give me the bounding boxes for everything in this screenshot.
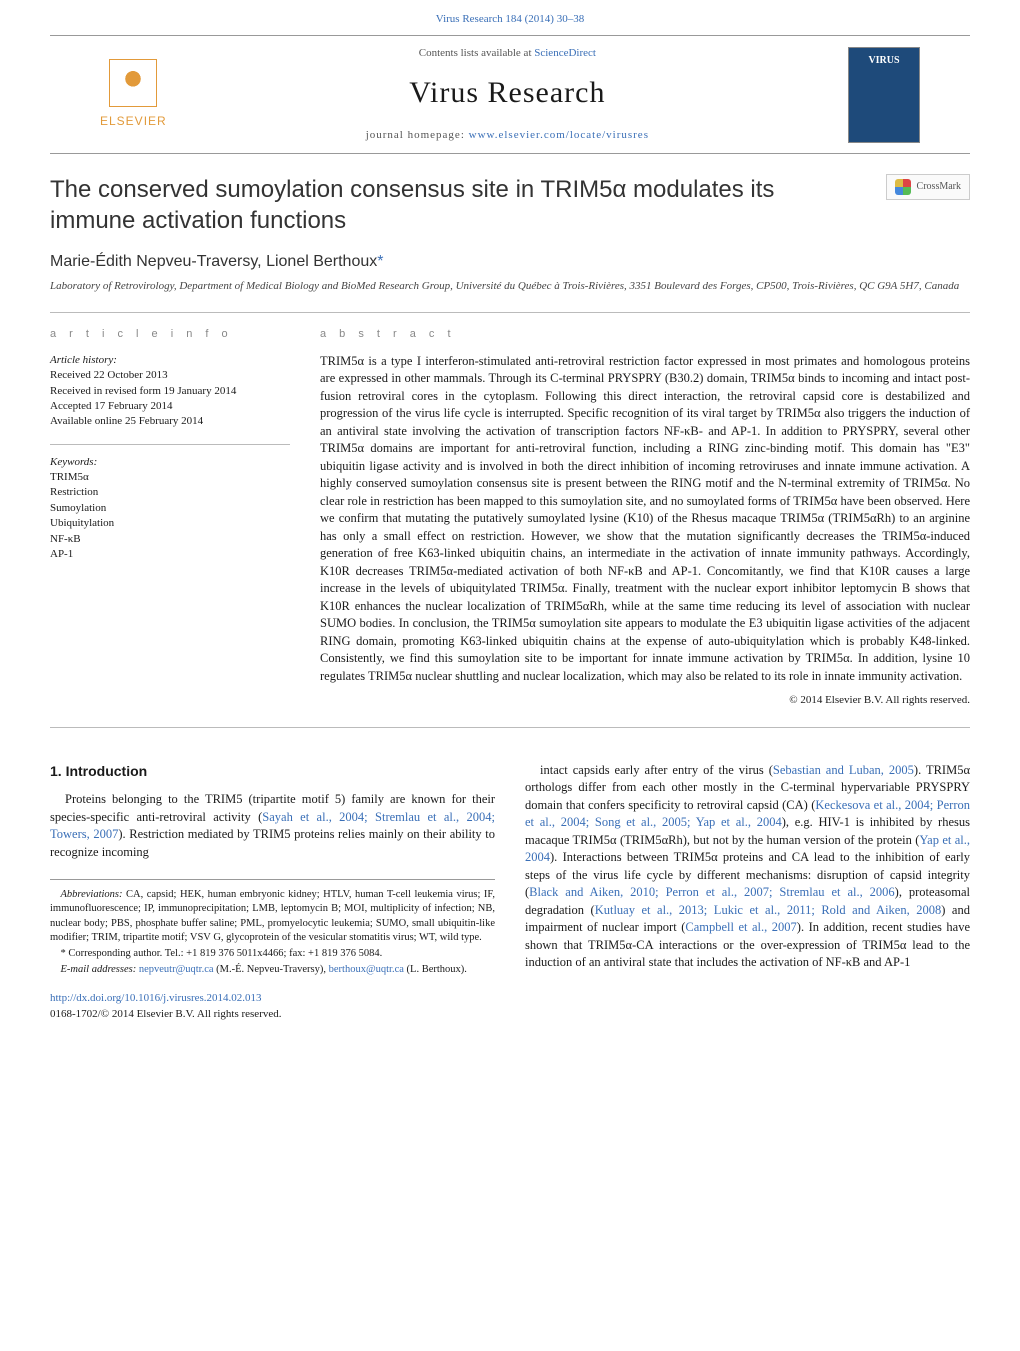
article-info-heading: a r t i c l e i n f o [50, 327, 290, 342]
journal-cover-icon: VIRUS [848, 47, 920, 143]
intro-para-left: Proteins belonging to the TRIM5 (tripart… [50, 791, 495, 861]
elsevier-tree-icon [109, 59, 157, 107]
publisher-block: ELSEVIER [100, 59, 167, 130]
history-accepted: Accepted 17 February 2014 [50, 399, 290, 414]
divider [50, 312, 970, 313]
corresponding-marker[interactable]: * [377, 253, 383, 270]
footnotes: Abbreviations: CA, capsid; HEK, human em… [50, 879, 495, 977]
divider [50, 727, 970, 728]
email-link[interactable]: berthoux@uqtr.ca [329, 964, 404, 975]
abstract-column: a b s t r a c t TRIM5α is a type I inter… [320, 327, 970, 708]
keyword: AP-1 [50, 547, 290, 562]
history-online: Available online 25 February 2014 [50, 414, 290, 429]
citation-link[interactable]: Virus Research 184 (2014) 30–38 [436, 13, 584, 25]
masthead: ELSEVIER Contents lists available at Sci… [50, 35, 970, 154]
issn-line: 0168-1702/© 2014 Elsevier B.V. All right… [50, 1008, 282, 1020]
intro-heading: 1. Introduction [50, 762, 495, 782]
homepage-prefix: journal homepage: [366, 129, 469, 141]
contents-line: Contents lists available at ScienceDirec… [167, 46, 848, 61]
introduction-columns: 1. Introduction Proteins belonging to th… [0, 742, 1020, 980]
history-label: Article history: [50, 353, 290, 368]
citation-link[interactable]: Sebastian and Luban, 2005 [773, 763, 914, 777]
email-who: (M.-É. Nepveu-Traversy), [214, 964, 329, 975]
history-block: Article history: Received 22 October 201… [50, 353, 290, 430]
intro-para-right: intact capsids early after entry of the … [525, 762, 970, 972]
abstract-text: TRIM5α is a type I interferon-stimulated… [320, 353, 970, 686]
email-who: (L. Berthoux). [404, 964, 467, 975]
doi-link[interactable]: http://dx.doi.org/10.1016/j.virusres.201… [50, 992, 262, 1004]
intro-text: intact capsids early after entry of the … [540, 763, 773, 777]
contents-prefix: Contents lists available at [419, 47, 534, 59]
crossmark-icon [895, 179, 911, 195]
emails-label: E-mail addresses: [61, 964, 139, 975]
history-revised: Received in revised form 19 January 2014 [50, 384, 290, 399]
keyword: Ubiquitylation [50, 516, 290, 531]
abbrev-label: Abbreviations: [61, 889, 123, 900]
keyword: TRIM5α [50, 470, 290, 485]
abstract-copyright: © 2014 Elsevier B.V. All rights reserved… [320, 693, 970, 708]
corresponding-author: * Corresponding author. Tel.: +1 819 376… [50, 947, 495, 961]
article-info-column: a r t i c l e i n f o Article history: R… [50, 327, 290, 708]
citation-link[interactable]: Campbell et al., 2007 [685, 920, 796, 934]
crossmark-label: CrossMark [917, 180, 961, 194]
email-link[interactable]: nepveutr@uqtr.ca [139, 964, 214, 975]
homepage-line: journal homepage: www.elsevier.com/locat… [167, 128, 848, 143]
keywords-label: Keywords: [50, 455, 290, 470]
citation-link[interactable]: Kutluay et al., 2013; Lukic et al., 2011… [595, 903, 942, 917]
authors: Marie-Édith Nepveu-Traversy, Lionel Bert… [50, 253, 377, 270]
article-title: The conserved sumoylation consensus site… [50, 174, 866, 236]
abstract-heading: a b s t r a c t [320, 327, 970, 342]
divider [50, 444, 290, 445]
keywords-block: Keywords: TRIM5α Restriction Sumoylation… [50, 455, 290, 563]
page-footer: http://dx.doi.org/10.1016/j.virusres.201… [0, 979, 1020, 1052]
citation-link[interactable]: Black and Aiken, 2010; Perron et al., 20… [529, 885, 895, 899]
publisher-name: ELSEVIER [100, 113, 167, 130]
keyword: Restriction [50, 485, 290, 500]
homepage-link[interactable]: www.elsevier.com/locate/virusres [469, 129, 649, 141]
affiliation: Laboratory of Retrovirology, Department … [50, 279, 970, 294]
authors-line: Marie-Édith Nepveu-Traversy, Lionel Bert… [50, 251, 970, 273]
keyword: NF-κB [50, 532, 290, 547]
sciencedirect-link[interactable]: ScienceDirect [534, 47, 596, 59]
keyword: Sumoylation [50, 501, 290, 516]
history-received: Received 22 October 2013 [50, 368, 290, 383]
running-head: Virus Research 184 (2014) 30–38 [0, 0, 1020, 35]
crossmark-button[interactable]: CrossMark [886, 174, 970, 200]
journal-title: Virus Research [167, 72, 848, 114]
